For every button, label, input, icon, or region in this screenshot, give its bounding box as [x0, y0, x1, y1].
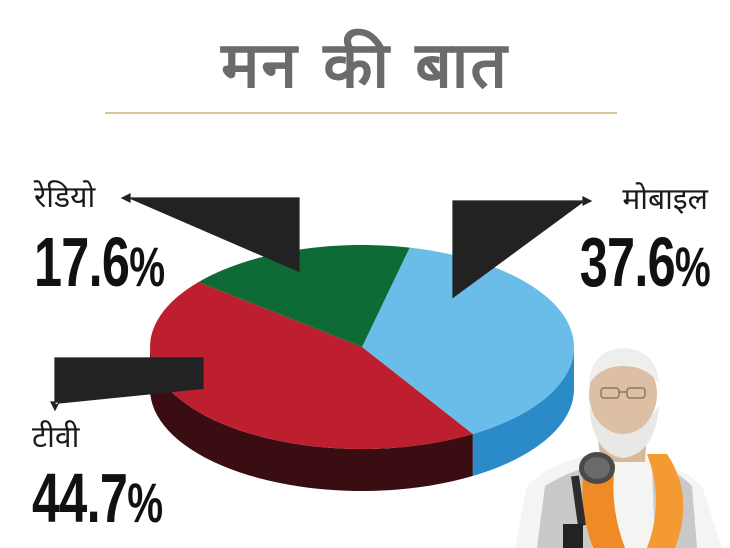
- value-radio-unit: %: [129, 235, 165, 298]
- pie-slice-mobile: [362, 247, 574, 434]
- page-title: मन की बात: [221, 29, 509, 103]
- leader-mobile: [452, 196, 593, 298]
- label-mobile: मोबाइल: [622, 182, 708, 217]
- title-underline: [105, 112, 617, 114]
- value-radio: 17.6%: [34, 223, 165, 303]
- pie-side-tv: [150, 347, 473, 491]
- value-tv-unit: %: [127, 471, 163, 534]
- pie-side-mobile: [472, 347, 574, 476]
- leader-tv: [50, 357, 204, 412]
- value-mobile: 37.6%: [579, 223, 711, 303]
- value-tv-number: 44.7: [32, 459, 128, 537]
- label-radio: रेडियो: [34, 180, 96, 215]
- value-radio-number: 17.6: [34, 223, 130, 301]
- pie-slice-radio: [198, 245, 410, 347]
- label-tv: टीवी: [32, 420, 80, 455]
- pie-top-faces: [150, 245, 574, 449]
- pie-side-walls: [150, 347, 574, 491]
- leader-lines: [50, 193, 593, 412]
- person-at-microphone-photo: [515, 348, 722, 548]
- value-mobile-unit: %: [674, 235, 711, 298]
- leader-radio: [120, 193, 300, 272]
- value-mobile-number: 37.6: [579, 223, 676, 301]
- pie-slice-tv: [150, 282, 473, 449]
- value-tv: 44.7%: [32, 459, 163, 539]
